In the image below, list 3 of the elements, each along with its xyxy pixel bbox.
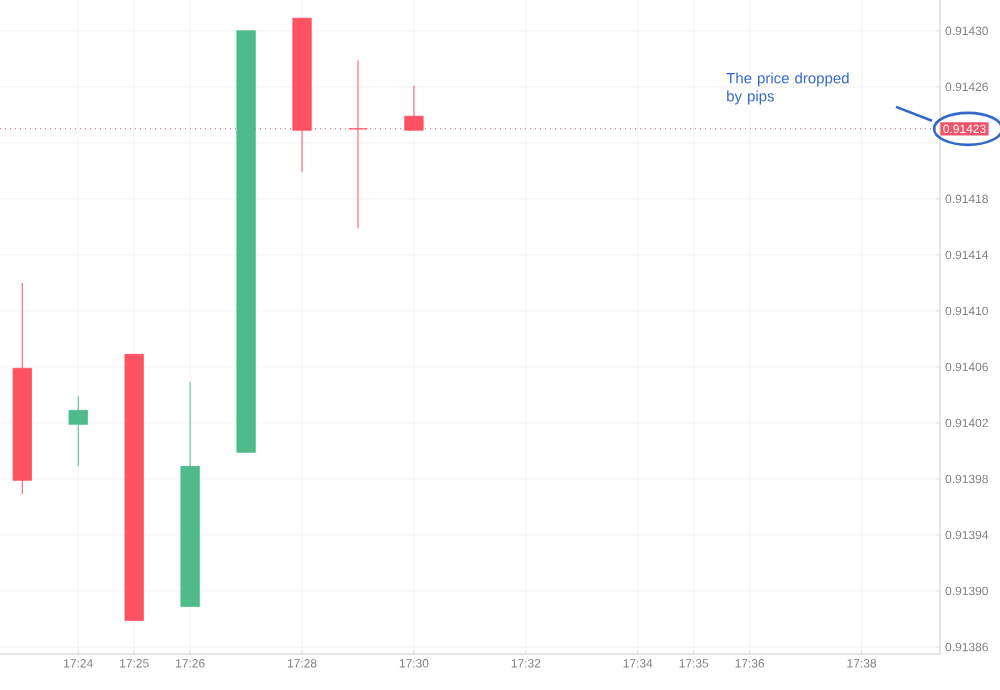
candlestick bbox=[348, 59, 368, 229]
candlestick bbox=[68, 395, 88, 467]
candlestick bbox=[404, 84, 424, 131]
